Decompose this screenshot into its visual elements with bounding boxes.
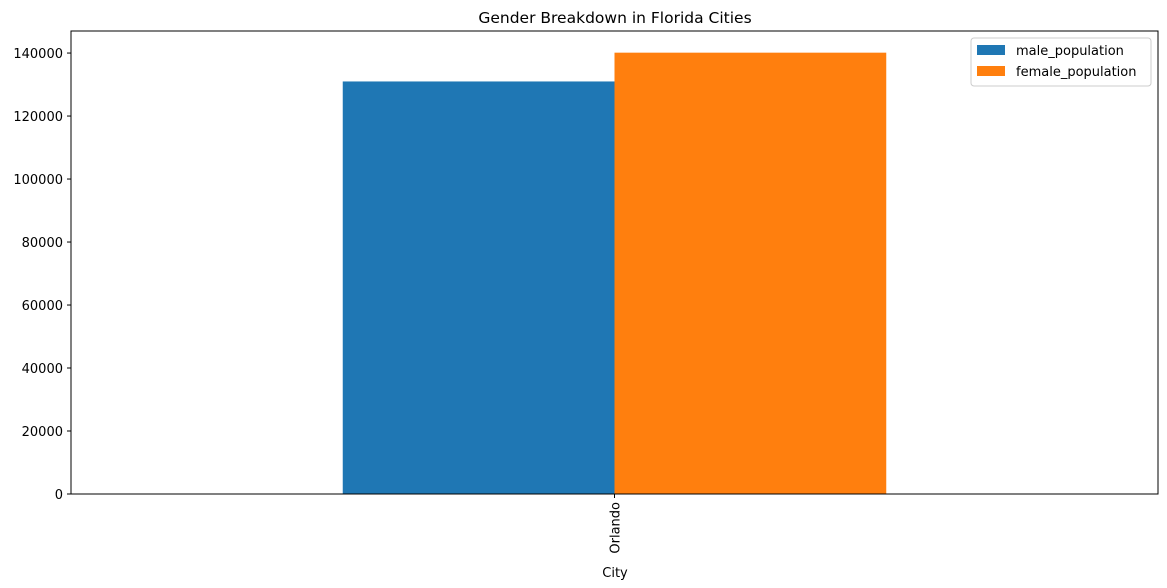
y-tick-label: 60000 [22, 299, 63, 314]
y-tick-label: 140000 [13, 47, 63, 62]
x-axis-label: City [602, 566, 628, 581]
legend-box [970, 37, 1152, 87]
x-tick-label: Orlando [609, 502, 624, 554]
y-tick-label: 100000 [13, 173, 63, 188]
x-axis: Orlando [609, 494, 624, 554]
y-tick-label: 0 [55, 488, 63, 503]
legend-swatch-male-population [977, 45, 1005, 55]
bar-female-population-orlando [614, 52, 887, 495]
legend-label-male-population: male_population [1016, 44, 1124, 59]
y-tick-label: 80000 [22, 236, 63, 251]
legend-label-female-population: female_population [1016, 65, 1137, 80]
chart-title: Gender Breakdown in Florida Cities [478, 9, 751, 27]
plot-area [342, 52, 887, 495]
y-tick-label: 40000 [22, 362, 63, 377]
bar-male-population-orlando [342, 81, 615, 495]
y-tick-label: 120000 [13, 110, 63, 125]
legend-swatch-female-population [977, 66, 1005, 76]
y-axis: 0 20000 40000 60000 80000 100000 120000 140000 [13, 47, 71, 503]
legend: male_population female_population [970, 37, 1152, 87]
y-tick-label: 20000 [22, 425, 63, 440]
